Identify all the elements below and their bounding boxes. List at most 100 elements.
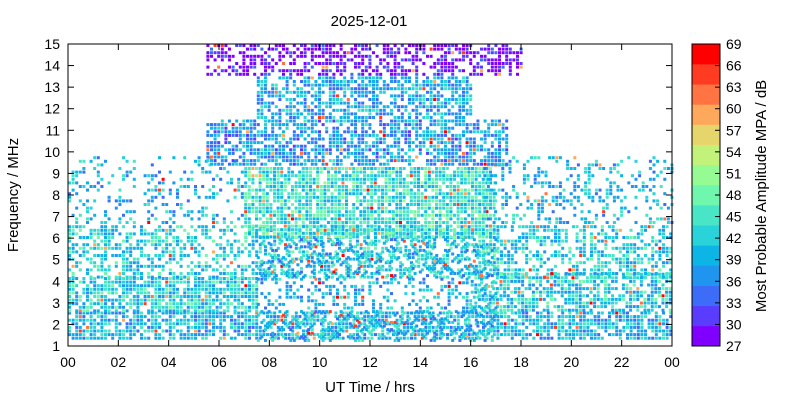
heatmap-cell — [330, 199, 334, 203]
heatmap-cell — [172, 315, 176, 319]
heatmap-cell — [471, 210, 474, 214]
heatmap-cell — [489, 213, 492, 217]
heatmap-cell — [296, 288, 300, 292]
heatmap-cell — [154, 325, 158, 329]
heatmap-cell — [111, 174, 115, 178]
heatmap-cell — [612, 199, 616, 203]
heatmap-cell — [435, 206, 438, 210]
heatmap-cell — [283, 181, 287, 185]
heatmap-cell — [363, 311, 367, 315]
heatmap-cell — [230, 295, 233, 298]
heatmap-cell — [453, 192, 456, 196]
heatmap-cell — [399, 195, 402, 199]
heatmap-cell — [186, 210, 190, 214]
heatmap-cell — [651, 246, 655, 250]
heatmap-cell — [615, 315, 619, 319]
heatmap-cell — [296, 274, 300, 278]
heatmap-cell — [75, 311, 79, 315]
heatmap-cell — [78, 298, 82, 302]
heatmap-cell — [179, 295, 183, 298]
heatmap-cell — [485, 213, 489, 217]
heatmap-cell — [285, 238, 289, 242]
heatmap-cell — [431, 261, 435, 265]
heatmap-cell — [478, 224, 482, 228]
heatmap-cell — [100, 302, 104, 306]
heatmap-cell — [567, 290, 571, 294]
heatmap-cell — [247, 224, 251, 228]
heatmap-cell — [366, 188, 370, 192]
heatmap-cell — [345, 167, 348, 170]
heatmap-cell — [381, 275, 385, 279]
heatmap-cell — [651, 250, 655, 254]
heatmap-cell — [402, 213, 406, 217]
heatmap-cell — [510, 305, 514, 309]
heatmap-cell — [244, 295, 248, 298]
heatmap-cell — [658, 228, 662, 232]
heatmap-cell — [629, 329, 633, 333]
heatmap-cell — [75, 264, 79, 268]
heatmap-cell — [269, 188, 273, 192]
heatmap-cell — [334, 210, 338, 214]
heatmap-cell — [323, 261, 327, 265]
heatmap-cell — [395, 268, 399, 272]
heatmap-cell — [467, 333, 471, 337]
heatmap-cell — [244, 224, 248, 228]
heatmap-cell — [402, 336, 406, 340]
heatmap-cell — [572, 318, 575, 322]
heatmap-cell — [341, 254, 345, 257]
heatmap-cell — [431, 228, 435, 232]
heatmap-cell — [366, 167, 370, 170]
heatmap-cell — [264, 270, 267, 274]
heatmap-cell — [363, 210, 366, 214]
heatmap-cell — [542, 308, 546, 312]
heatmap-cell — [222, 333, 226, 337]
heatmap-cell — [629, 228, 633, 232]
heatmap-cell — [517, 294, 521, 298]
heatmap-cell — [93, 228, 97, 232]
heatmap-cell — [530, 156, 534, 160]
heatmap-cell — [648, 177, 652, 181]
heatmap-cell — [201, 311, 205, 315]
heatmap-cell — [86, 268, 89, 272]
heatmap-cell — [363, 275, 367, 279]
heatmap-cell — [478, 243, 482, 247]
heatmap-cell — [86, 257, 89, 261]
heatmap-cell — [640, 333, 644, 337]
heatmap-cell — [603, 294, 607, 298]
heatmap-cell — [305, 210, 309, 214]
heatmap-cell — [323, 185, 327, 188]
heatmap-cell — [486, 181, 490, 185]
heatmap-cell — [269, 261, 273, 265]
heatmap-cell — [374, 246, 377, 250]
heatmap-cell — [557, 315, 561, 319]
heatmap-cell — [309, 254, 313, 257]
heatmap-cell — [237, 239, 241, 243]
heatmap-cell — [395, 246, 399, 250]
heatmap-cell — [310, 252, 314, 256]
heatmap-cell — [611, 322, 615, 326]
heatmap-cell — [280, 315, 284, 319]
heatmap-cell — [201, 225, 205, 229]
heatmap-cell — [150, 305, 154, 309]
heatmap-cell — [431, 224, 435, 228]
heatmap-cell — [445, 221, 449, 224]
heatmap-cell — [305, 177, 309, 181]
heatmap-cell — [282, 313, 285, 317]
heatmap-cell — [96, 298, 100, 302]
heatmap-cell — [278, 241, 282, 245]
heatmap-cell — [528, 268, 532, 272]
heatmap-cell — [467, 318, 471, 322]
heatmap-cell — [446, 318, 449, 322]
heatmap-cell — [409, 210, 413, 214]
heatmap-cell — [456, 261, 460, 265]
heatmap-cell — [348, 333, 352, 337]
heatmap-cell — [271, 335, 275, 339]
heatmap-cell — [96, 309, 100, 313]
heatmap-cell — [309, 188, 312, 192]
heatmap-cell — [168, 318, 172, 322]
heatmap-cell — [575, 264, 579, 268]
heatmap-cell — [661, 308, 665, 312]
heatmap-cell — [665, 305, 669, 309]
heatmap-cell — [294, 228, 298, 232]
heatmap-cell — [417, 318, 421, 322]
